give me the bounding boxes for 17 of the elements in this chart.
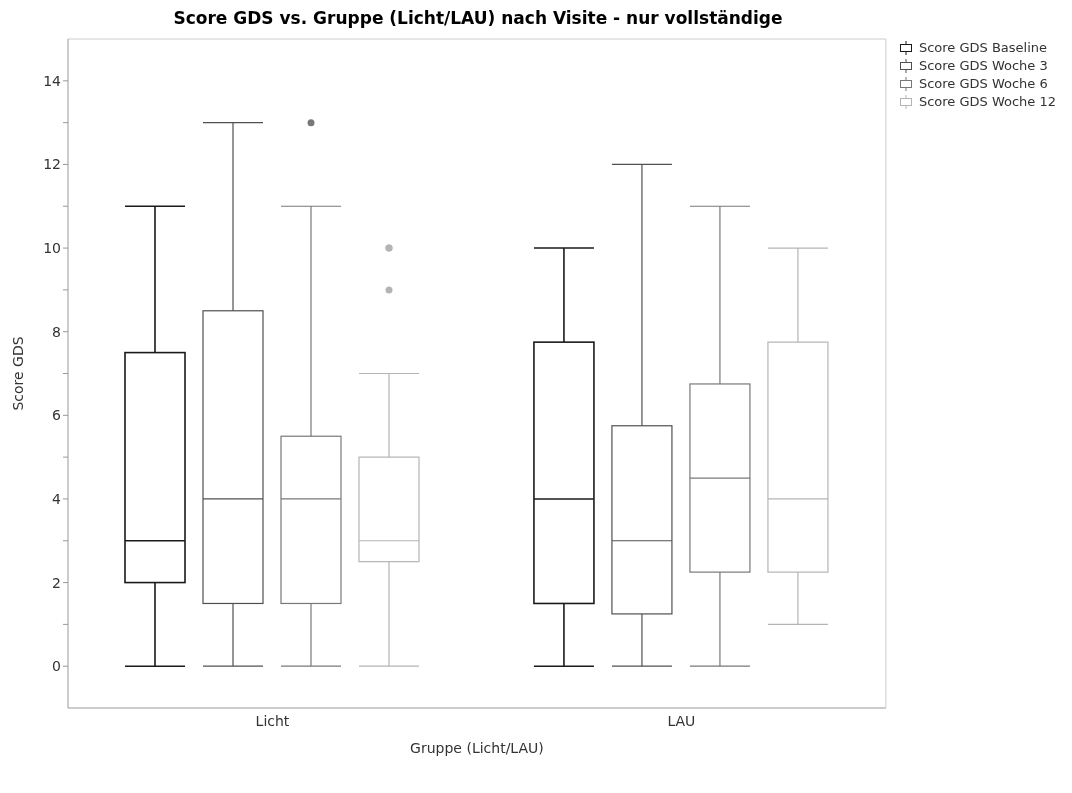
- y-tick-label: 10: [43, 240, 61, 257]
- legend-label: Score GDS Woche 6: [918, 76, 1048, 91]
- x-axis-title: Gruppe (Licht/LAU): [410, 740, 544, 756]
- y-tick-label: 2: [52, 574, 61, 591]
- legend-label: Score GDS Woche 12: [918, 94, 1056, 109]
- y-tick-label: 8: [52, 323, 61, 340]
- chart-title: Score GDS vs. Gruppe (Licht/LAU) nach Visite - nur vollständige: [172, 8, 784, 28]
- y-tick-label: 14: [43, 72, 62, 89]
- y-tick-label: 6: [52, 407, 62, 424]
- y-tick-label: 4: [52, 490, 62, 507]
- x-tick-label: Licht: [255, 712, 290, 729]
- y-tick-label: 12: [43, 156, 61, 173]
- y-axis-title: Score GDS: [9, 336, 26, 411]
- y-tick-label: 0: [52, 658, 61, 675]
- legend-label: Score GDS Woche 3: [918, 58, 1048, 73]
- x-tick-label: LAU: [667, 712, 696, 729]
- legend-label: Score GDS Baseline: [918, 40, 1048, 55]
